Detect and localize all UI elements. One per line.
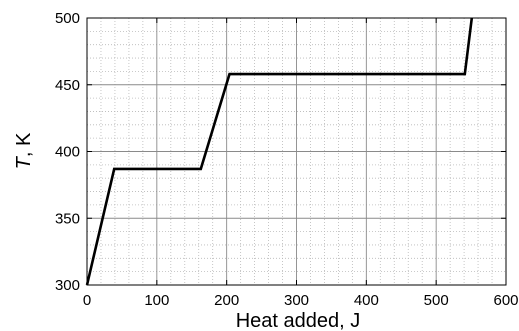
x-tick-label: 300 (284, 292, 309, 309)
y-tick-label: 350 (55, 210, 80, 227)
x-tick-label: 500 (424, 292, 449, 309)
y-tick-label: 450 (55, 77, 80, 94)
x-axis-tick-labels: 0 100 200 300 400 500 600 (83, 292, 519, 309)
y-axis-title-symbol: T (13, 155, 35, 169)
x-tick-label: 200 (214, 292, 239, 309)
y-axis-tick-labels: 300 350 400 450 500 (55, 10, 80, 294)
y-tick-label: 300 (55, 277, 80, 294)
major-gridlines (87, 18, 506, 285)
y-tick-label: 500 (55, 10, 80, 27)
series-line (85, 17, 474, 286)
x-tick-label: 600 (493, 292, 518, 309)
x-tick-label: 100 (144, 292, 169, 309)
x-tick-label: 400 (354, 292, 379, 309)
y-axis-title: T, K (13, 132, 35, 169)
y-axis-title-unit: , K (13, 132, 35, 157)
y-tick-label: 400 (55, 144, 80, 161)
x-axis-title: Heat added, J (236, 310, 361, 331)
series-group (85, 17, 474, 286)
x-tick-label: 0 (83, 292, 91, 309)
